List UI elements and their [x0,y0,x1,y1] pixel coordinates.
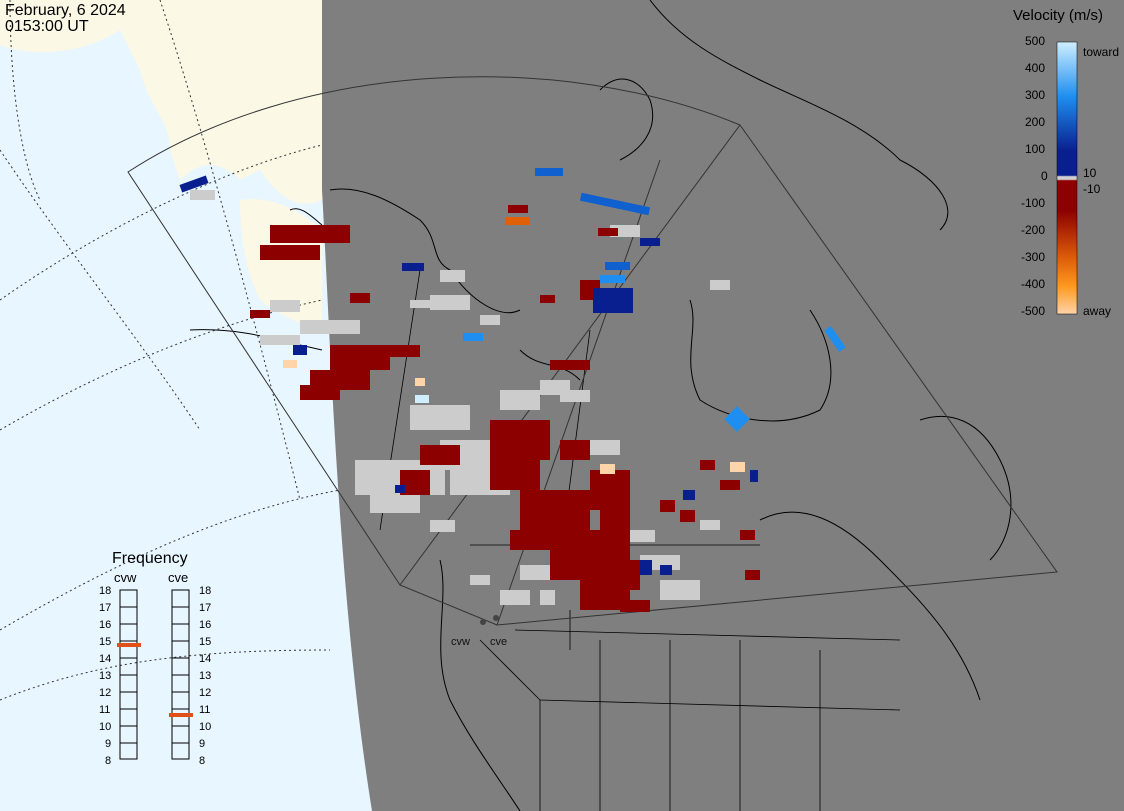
radar-label-cve: cve [168,570,189,585]
freq-scale-right: 8 [199,755,206,767]
freq-scale-left: 13 [99,670,112,682]
colorbar-tick: -400 [1021,277,1046,291]
site-label-cvw: cvw [451,636,470,648]
frequency-title: Frequency [112,550,188,567]
velocity-colorbar [1056,41,1078,315]
ground-scatter [190,190,730,605]
colorbar-inner-neg: -10 [1083,182,1101,196]
freq-scale-left: 16 [99,619,112,631]
freq-scale-left: 15 [99,636,112,648]
freq-scale-right: 9 [199,738,206,750]
freq-scale-left: 9 [105,738,112,750]
toward-echoes [179,168,846,575]
freq-scale-right: 16 [199,619,212,631]
freq-scale-right: 18 [199,585,212,597]
freq-scale-left: 11 [99,704,111,716]
colorbar-label-toward: toward [1083,45,1120,59]
colorbar-tick: -200 [1021,223,1046,237]
freq-scale-right: 15 [199,636,212,648]
freq-scale-right: 11 [199,704,211,716]
freq-scale-right: 13 [199,670,212,682]
radar-sites [480,615,499,625]
colorbar-tick: 100 [1025,142,1046,156]
colorbar-tick: 400 [1025,61,1046,75]
peach-away-echoes [283,360,745,474]
freq-scale-left: 18 [99,585,112,597]
cve-frequency-marker [169,713,193,717]
colorbar-inner-pos: 10 [1083,166,1097,180]
freq-scale-left: 10 [99,721,112,733]
site-label-cve: cve [490,636,508,648]
away-echoes [250,205,760,612]
freq-scale-right: 12 [199,687,212,699]
colorbar-tick: 500 [1025,34,1046,48]
header-time: 0153:00 UT [5,18,89,35]
freq-scale-right: 14 [199,653,212,665]
colorbar-tick: -300 [1021,250,1046,264]
strong-away-echoes [505,217,530,225]
freq-scale-right: 17 [199,602,212,614]
day-ocean-region [0,0,372,811]
colorbar-tick: -100 [1021,196,1046,210]
freq-scale-left: 14 [99,653,112,665]
day-land-region [0,0,322,204]
freq-scale-right: 10 [199,721,212,733]
coastlines [189,0,1012,811]
freq-scale-left: 12 [99,687,112,699]
radar-label-cvw: cvw [114,570,137,585]
colorbar-label-away: away [1083,304,1112,318]
colorbar-tick: -500 [1021,304,1046,318]
colorbar-tick: 200 [1025,115,1046,129]
colorbar-tick: 300 [1025,88,1046,102]
freq-scale-left: 8 [105,755,112,767]
freq-scale-left: 17 [99,602,112,614]
frequency-bars [117,589,193,760]
cvw-frequency-marker [117,643,141,647]
colorbar-title: Velocity (m/s) [1013,7,1104,24]
header-date: February, 6 2024 [5,2,126,19]
colorbar-tick: 0 [1041,169,1048,183]
